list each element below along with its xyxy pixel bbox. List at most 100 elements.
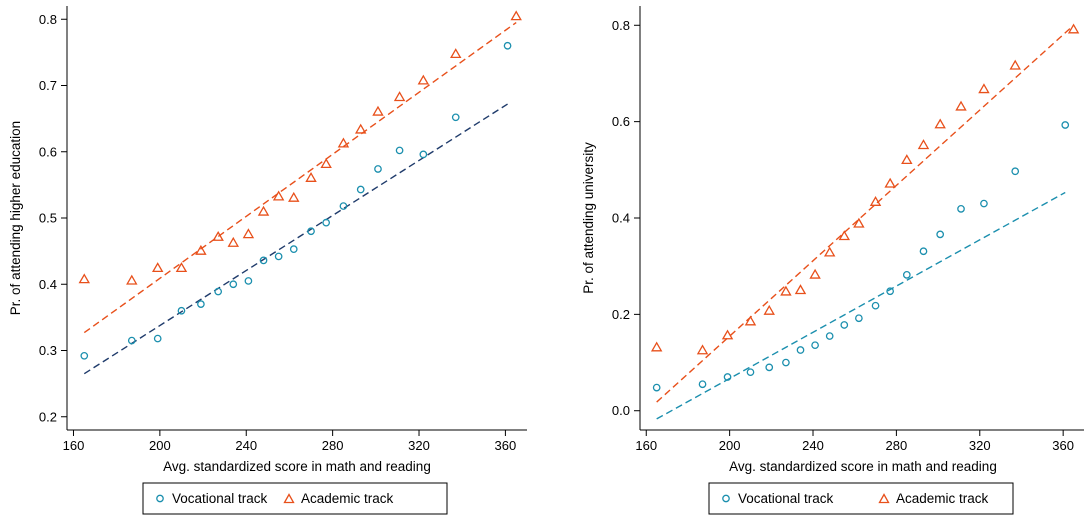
data-point-academic xyxy=(794,284,807,295)
data-point-academic xyxy=(763,304,775,315)
data-point-academic xyxy=(853,217,865,228)
legend-marker-vocational xyxy=(156,494,164,503)
x-tick-label: 240 xyxy=(802,438,824,453)
y-tick-label: 0.5 xyxy=(39,211,57,226)
data-point-vocational xyxy=(374,165,382,173)
data-point-academic xyxy=(780,285,792,296)
data-point-academic xyxy=(650,341,663,352)
data-point-vocational xyxy=(723,373,732,381)
legend-marker-academic xyxy=(878,493,890,504)
data-point-academic xyxy=(450,48,462,59)
x-tick-label: 200 xyxy=(719,438,741,453)
data-point-academic xyxy=(175,262,188,273)
legend-marker-vocational xyxy=(722,494,730,503)
x-tick-label: 360 xyxy=(495,438,517,453)
data-point-vocational xyxy=(1061,121,1070,129)
data-point-vocational xyxy=(127,336,136,345)
y-tick-label: 0.0 xyxy=(612,403,630,418)
data-point-academic xyxy=(1067,23,1080,34)
x-axis-title: Avg. standardized score in math and read… xyxy=(729,459,997,474)
data-point-vocational xyxy=(886,287,894,296)
x-tick-label: 320 xyxy=(408,438,430,453)
y-tick-label: 0.3 xyxy=(39,343,57,358)
data-point-academic xyxy=(696,344,709,355)
data-point-academic xyxy=(227,236,240,247)
data-point-vocational xyxy=(289,245,298,253)
data-point-academic xyxy=(744,315,757,326)
legend: Vocational track Academic track xyxy=(708,482,1014,515)
data-point-academic xyxy=(901,154,913,165)
data-point-vocational xyxy=(811,341,819,350)
data-point-vocational xyxy=(825,332,834,340)
x-tick-label: 280 xyxy=(886,438,908,453)
y-tick-label: 0.8 xyxy=(39,12,57,27)
data-point-academic xyxy=(212,230,224,241)
data-point-vocational xyxy=(746,368,755,377)
data-point-vocational xyxy=(322,218,331,227)
fit-line-academic xyxy=(656,24,1075,403)
legend: Vocational track Academic track xyxy=(142,482,448,515)
data-point-vocational xyxy=(259,256,268,265)
data-point-vocational xyxy=(782,358,790,367)
data-point-academic xyxy=(721,329,734,340)
data-point-academic xyxy=(417,74,430,85)
data-point-academic xyxy=(393,91,406,102)
data-point-academic xyxy=(884,177,896,188)
data-point-vocational xyxy=(80,351,89,360)
data-point-academic xyxy=(78,273,91,284)
legend-box xyxy=(142,482,448,515)
x-tick-label: 200 xyxy=(149,438,171,453)
data-point-academic xyxy=(272,190,285,201)
data-point-vocational xyxy=(855,314,863,323)
data-points xyxy=(78,10,522,360)
data-point-academic xyxy=(510,10,522,21)
data-point-vocational xyxy=(936,230,945,239)
data-point-vocational xyxy=(419,150,428,159)
x-tick-label: 320 xyxy=(969,438,991,453)
data-point-vocational xyxy=(214,287,223,296)
data-point-academic xyxy=(305,171,317,182)
data-point-vocational xyxy=(356,185,365,194)
data-point-vocational xyxy=(765,363,774,372)
data-point-academic xyxy=(809,268,821,279)
x-ticks: 160 200 240 280 320 360 xyxy=(635,430,1074,453)
legend-marker-academic xyxy=(283,493,295,504)
data-point-vocational xyxy=(339,202,348,210)
data-point-academic xyxy=(195,244,207,255)
x-tick-label: 240 xyxy=(235,438,257,453)
data-point-academic xyxy=(823,246,836,257)
data-point-academic xyxy=(1009,59,1021,70)
data-point-academic xyxy=(242,228,255,239)
data-point-vocational xyxy=(244,277,253,285)
legend-label-academic: Academic track xyxy=(301,491,394,506)
data-point-vocational xyxy=(177,306,186,315)
legend-label-vocational: Vocational track xyxy=(172,491,268,506)
data-point-academic xyxy=(257,205,270,216)
y-tick-label: 0.6 xyxy=(39,144,57,159)
data-point-vocational xyxy=(840,321,849,329)
data-point-academic xyxy=(288,191,300,202)
y-axis-title: Pr. of attending university xyxy=(581,142,596,294)
data-point-vocational xyxy=(395,146,404,155)
data-point-vocational xyxy=(796,346,805,354)
data-point-academic xyxy=(126,274,138,285)
y-tick-label: 0.4 xyxy=(39,277,57,292)
data-point-vocational xyxy=(1011,167,1020,176)
data-point-vocational xyxy=(871,301,880,310)
chart-panel-university: 0.0 0.2 0.4 0.6 0.8 160 200 240 280 320 360 Avg. … xyxy=(581,6,1084,515)
data-point-vocational xyxy=(274,252,283,261)
data-point-vocational xyxy=(957,204,965,213)
x-tick-label: 280 xyxy=(322,438,344,453)
data-point-vocational xyxy=(197,300,205,308)
data-point-vocational xyxy=(503,41,512,50)
y-tick-label: 0.2 xyxy=(612,307,630,322)
data-point-vocational xyxy=(153,334,162,343)
data-point-academic xyxy=(917,139,930,150)
data-point-academic xyxy=(337,137,350,148)
data-point-vocational xyxy=(451,113,460,122)
fit-lines xyxy=(656,24,1075,420)
y-tick-label: 0.6 xyxy=(612,114,630,129)
data-point-vocational xyxy=(307,227,315,236)
x-tick-label: 360 xyxy=(1052,438,1074,453)
